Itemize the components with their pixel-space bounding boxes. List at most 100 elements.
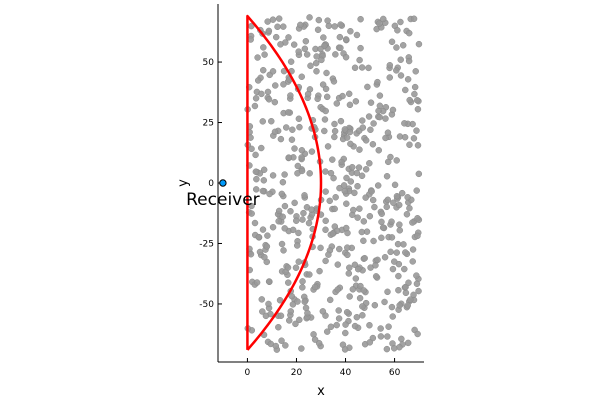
scatter-point (369, 141, 377, 148)
scatter-point (323, 69, 330, 77)
scatter-point (315, 339, 323, 347)
scatter-point (308, 206, 315, 213)
scatter-point (296, 123, 303, 131)
scatter-point (415, 40, 423, 48)
scatter-point (329, 156, 336, 163)
scatter-point (396, 221, 403, 228)
scatter-point (269, 223, 277, 231)
scatter-point (404, 339, 412, 347)
scatter-point (325, 22, 333, 30)
scatter-point (409, 246, 417, 253)
scatter-point (395, 272, 402, 280)
scatter-point (342, 224, 350, 232)
scatter-point (322, 85, 330, 93)
scatter-point (352, 275, 360, 282)
scatter-point (404, 302, 411, 309)
scatter-point (340, 182, 348, 189)
scatter-point (414, 330, 421, 338)
scatter-point (291, 145, 298, 152)
scatter-point (396, 302, 403, 309)
scatter-point (377, 333, 385, 340)
scatter-point (389, 106, 397, 114)
scatter-point (259, 308, 266, 315)
scatter-point (251, 102, 259, 110)
scatter-point (319, 308, 327, 315)
scatter-point (276, 296, 284, 304)
scatter-point (410, 15, 418, 23)
scatter-point (332, 51, 339, 58)
scatter-point (352, 98, 360, 105)
scatter-point (346, 128, 354, 136)
scatter-point (278, 337, 285, 344)
scatter-point (265, 27, 273, 35)
scatter-point (314, 95, 321, 103)
scatter-point (290, 41, 298, 48)
scatter-point (344, 244, 351, 251)
scatter-point (307, 62, 314, 70)
scatter-point (374, 78, 381, 86)
scatter-point (378, 234, 385, 242)
scatter-point (406, 96, 413, 104)
scatter-point (370, 237, 377, 245)
scatter-point (282, 342, 289, 349)
scatter-point (299, 284, 306, 291)
scatter-point (269, 172, 277, 179)
scatter-point (298, 345, 305, 352)
scatter-point (378, 218, 385, 226)
scatter-point (337, 44, 344, 52)
scatter-point (359, 124, 367, 131)
scatter-point (403, 211, 411, 218)
scatter-point (321, 116, 329, 123)
scatter-point (252, 151, 259, 159)
scatter-point (376, 92, 384, 99)
x-tick-label: 20 (291, 368, 303, 378)
scatter-point (387, 153, 394, 161)
scatter-point (311, 283, 319, 291)
scatter-point (388, 218, 395, 225)
scatter-point (248, 210, 255, 217)
scatter-point (361, 254, 368, 262)
scatter-point (300, 209, 307, 217)
y-tick-label: 25 (203, 119, 214, 129)
scatter-point (372, 273, 380, 280)
scatter-point (285, 279, 292, 286)
scatter-point (331, 205, 338, 213)
scatter-point (393, 192, 401, 200)
scatter-point (394, 240, 402, 248)
x-tick-label: 40 (340, 368, 352, 378)
scatter-point (411, 90, 418, 98)
scatter-point (265, 96, 273, 103)
scatter-point (277, 135, 285, 143)
scatter-point (378, 210, 385, 217)
scatter-point (311, 336, 319, 343)
scatter-point (256, 248, 264, 256)
scatter-point (280, 23, 287, 30)
scatter-point (349, 286, 357, 293)
scatter-point (406, 141, 413, 149)
axes: 0 20 40 60 -50 -25 0 25 50 x y (176, 4, 424, 399)
scatter-point (314, 26, 322, 34)
x-axis-title: x (317, 384, 325, 399)
scatter-point (333, 321, 340, 329)
scatter-point (277, 312, 285, 320)
scatter-point (274, 23, 281, 31)
scatter-point (295, 258, 302, 265)
scatter-point (272, 82, 279, 89)
scatter-points (244, 14, 423, 353)
scatter-point (415, 170, 423, 178)
receiver-label: Receiver (186, 190, 260, 210)
scatter-point (371, 301, 379, 309)
scatter-point (346, 293, 353, 300)
scatter-point (404, 76, 412, 83)
scatter-point (342, 321, 349, 328)
scatter-point (393, 249, 400, 256)
scatter-point (413, 280, 421, 288)
scatter-point (322, 168, 329, 175)
scatter-point (348, 163, 356, 171)
scatter-point (304, 90, 312, 98)
scatter-point (265, 300, 272, 308)
scatter-point (281, 202, 289, 210)
scatter-point (376, 113, 383, 121)
scatter-point (306, 14, 313, 21)
scatter-point (252, 95, 260, 102)
